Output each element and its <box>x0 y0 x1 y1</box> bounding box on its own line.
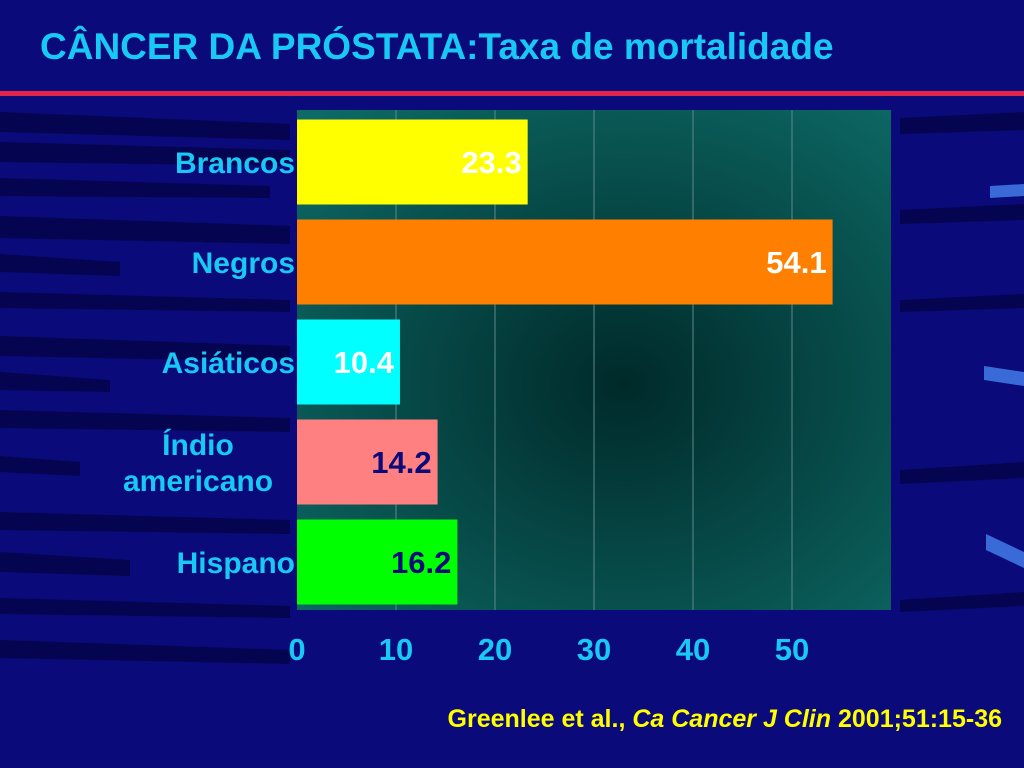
citation-authors: Greenlee et al., <box>447 705 626 733</box>
citation-journal: Ca Cancer J Clin <box>632 705 832 733</box>
value-label: 23.3 <box>461 145 521 180</box>
x-tick-label: 40 <box>676 632 710 667</box>
x-tick-label: 30 <box>577 632 611 667</box>
title-divider <box>0 91 1024 96</box>
value-label: 14.2 <box>371 445 431 480</box>
page-title: CÂNCER DA PRÓSTATA:Taxa de mortalidade <box>40 26 834 67</box>
bar <box>297 519 458 605</box>
citation: Greenlee et al., Ca Cancer J Clin 2001;5… <box>448 705 1002 734</box>
category-label: Índio americano <box>123 428 273 498</box>
category-label: Hispano <box>177 547 295 580</box>
x-tick-label: 10 <box>379 632 413 667</box>
x-tick-label: 20 <box>478 632 512 667</box>
bar <box>297 319 400 405</box>
citation-reference: 2001;51:15-36 <box>837 705 1002 733</box>
category-label: Asiáticos <box>162 347 295 380</box>
bar <box>297 119 528 205</box>
bar <box>297 219 833 305</box>
category-label: Negros <box>192 247 295 280</box>
bar <box>297 419 438 505</box>
value-label: 16.2 <box>391 545 451 580</box>
category-label: Brancos <box>175 147 295 180</box>
x-tick-label: 50 <box>775 632 809 667</box>
x-tick-label: 0 <box>288 632 305 667</box>
value-label: 54.1 <box>766 245 826 280</box>
value-label: 10.4 <box>334 345 395 380</box>
